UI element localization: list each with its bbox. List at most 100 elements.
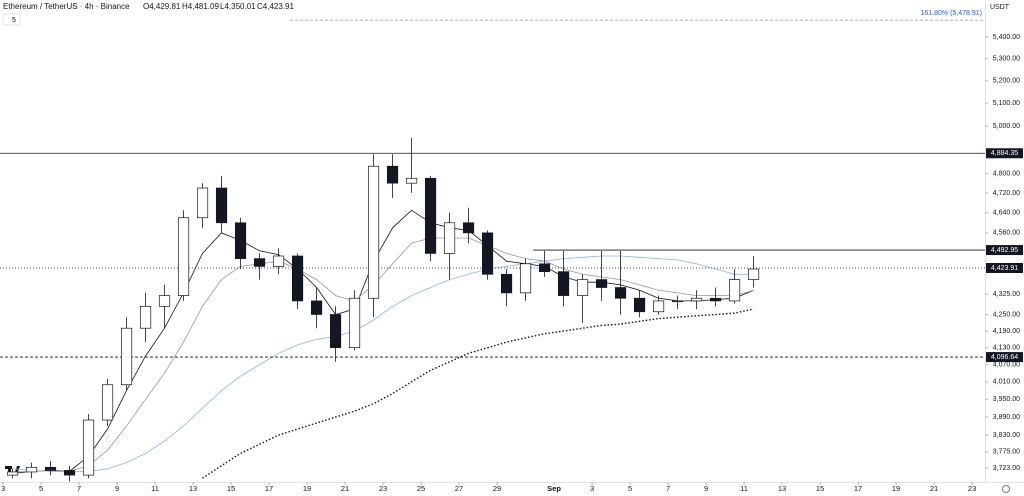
candle-body xyxy=(652,300,665,313)
candle-body xyxy=(6,471,19,476)
x-tick-label: 11 xyxy=(151,484,159,493)
candle-body xyxy=(538,263,551,273)
price-tag-label: 4,423.91 xyxy=(991,265,1018,272)
candle-body xyxy=(633,297,646,313)
x-tick-label: 17 xyxy=(265,484,273,493)
candle-body xyxy=(44,466,57,471)
candle-body xyxy=(481,232,494,275)
candle-body xyxy=(519,263,532,294)
indicator-line xyxy=(12,209,754,474)
y-tick-label: 4,720.00 xyxy=(993,190,1020,197)
candle-body xyxy=(728,279,741,302)
candle-body xyxy=(291,255,304,302)
candle-body xyxy=(424,177,437,254)
y-tick-label: 4,640.00 xyxy=(993,210,1020,217)
y-tick-label: 4,070.00 xyxy=(993,361,1020,368)
symbol-title: Ethereum / TetherUS · 4h · Binance xyxy=(3,2,130,11)
currency[interactable]: USDT xyxy=(990,4,1010,11)
x-tick-label: 7 xyxy=(77,484,81,493)
candle-body xyxy=(709,297,722,302)
candle-body xyxy=(272,255,285,267)
candle-body xyxy=(348,297,361,349)
y-tick-label: 4,190.00 xyxy=(993,328,1020,335)
x-tick-label: 5 xyxy=(628,484,632,493)
x-tick-label: 19 xyxy=(892,484,900,493)
y-tick-label: 5,000.00 xyxy=(993,123,1020,130)
candle-body xyxy=(690,297,703,302)
candle-body xyxy=(557,271,570,296)
indicator-line xyxy=(12,255,754,473)
indicator-line xyxy=(12,237,754,473)
x-tick-label: 27 xyxy=(455,484,463,493)
ohlc-low: L4,350.01 xyxy=(220,2,256,11)
indicator-count[interactable]: 5 xyxy=(12,17,16,24)
y-tick-label: 4,325.00 xyxy=(993,291,1020,298)
x-tick-label: 23 xyxy=(379,484,387,493)
x-tick-label: 7 xyxy=(666,484,670,493)
candle-body xyxy=(234,222,247,259)
x-tick-label: 23 xyxy=(968,484,976,493)
x-tick-label: 5 xyxy=(39,484,43,493)
y-tick-label: 4,130.00 xyxy=(993,345,1020,352)
x-tick-label: 13 xyxy=(778,484,786,493)
y-tick-label: 4,800.00 xyxy=(993,170,1020,177)
candle-body xyxy=(139,305,152,329)
candle-body xyxy=(747,268,760,280)
x-tick-label: 9 xyxy=(704,484,708,493)
y-tick-label: 4,010.00 xyxy=(993,379,1020,386)
x-tick-label: 9 xyxy=(115,484,119,493)
y-tick-label: 5,400.00 xyxy=(993,34,1020,41)
candle-body xyxy=(443,222,456,254)
candle-body xyxy=(500,273,513,294)
x-tick-label: 15 xyxy=(227,484,235,493)
candle-body xyxy=(329,314,342,349)
y-tick-label: 3,723.00 xyxy=(993,465,1020,472)
price-tag-label: 4,884.35 xyxy=(991,150,1018,157)
x-tick-label: 3 xyxy=(590,484,594,493)
indicator-toggle[interactable] xyxy=(2,13,21,26)
x-tick-label: 21 xyxy=(341,484,349,493)
y-tick-label: 3,775.00 xyxy=(993,449,1020,456)
y-tick-label: 3,830.00 xyxy=(993,432,1020,439)
y-tick-label: 4,560.00 xyxy=(993,230,1020,237)
settings-icon[interactable] xyxy=(1002,485,1010,493)
candle-body xyxy=(196,187,209,219)
indicator-line xyxy=(202,308,754,479)
candle-body xyxy=(671,300,684,303)
candle-body xyxy=(177,217,190,296)
candle-body xyxy=(367,165,380,299)
candle-body xyxy=(462,222,475,234)
y-tick-label: 5,100.00 xyxy=(993,100,1020,107)
candle-body xyxy=(614,287,627,299)
candle-body xyxy=(25,466,38,473)
x-tick-label: 15 xyxy=(816,484,824,493)
price-tag xyxy=(986,148,1023,159)
ohlc-open: O4,429.81 xyxy=(143,2,181,11)
candle-body xyxy=(158,295,171,307)
price-tag xyxy=(986,263,1023,274)
price-tag-label: 4,096.64 xyxy=(991,354,1018,361)
candle-body xyxy=(576,279,589,296)
x-tick-label: 21 xyxy=(930,484,938,493)
ohlc-high: H4,481.09 xyxy=(182,2,219,11)
fib-label: 161.80% (5,478.91) xyxy=(921,10,983,17)
price-tag-label: 4,492.95 xyxy=(991,247,1018,254)
candle-body xyxy=(386,165,399,184)
x-tick-label: 11 xyxy=(740,484,748,493)
candle-body xyxy=(120,327,133,386)
candle-body xyxy=(595,279,608,288)
candle-body xyxy=(63,470,76,476)
y-tick-label: 4,250.00 xyxy=(993,311,1020,318)
x-tick-label: Sep xyxy=(547,484,561,493)
candle-body xyxy=(310,300,323,315)
candle-body xyxy=(82,419,95,476)
price-tag xyxy=(986,245,1023,256)
x-tick-label: 29 xyxy=(493,484,501,493)
candle-body xyxy=(215,187,228,224)
x-tick-label: 25 xyxy=(417,484,425,493)
x-tick-label: 3 xyxy=(1,484,5,493)
price-tag xyxy=(986,352,1023,363)
candle-body xyxy=(101,384,114,421)
y-tick-label: 5,300.00 xyxy=(993,55,1020,62)
